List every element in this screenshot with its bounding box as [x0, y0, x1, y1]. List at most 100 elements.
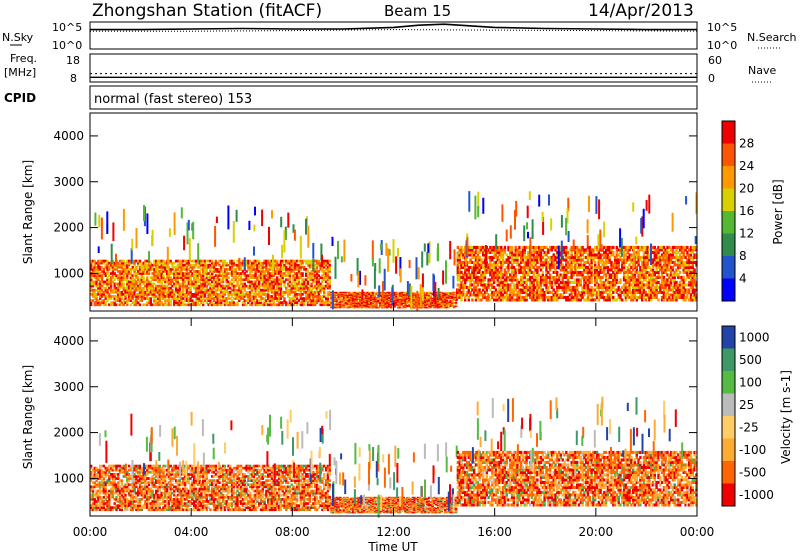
heatmap-cell: [353, 306, 357, 308]
heatmap-cell: [447, 294, 451, 296]
heatmap-cell: [426, 304, 429, 306]
heatmap-cell: [586, 285, 590, 289]
heatmap-cell: [478, 248, 481, 252]
heatmap-cell: [164, 278, 167, 282]
heatmap-cell: [196, 290, 199, 294]
heatmap-cell: [164, 288, 167, 292]
heatmap-cell: [178, 263, 181, 267]
heatmap-cell: [503, 270, 507, 274]
heatmap-cell: [315, 295, 319, 298]
heatmap-cell: [559, 263, 563, 267]
heatmap-cell: [514, 268, 517, 272]
heatmap-cell: [482, 288, 485, 292]
heatmap-cell: [492, 293, 496, 297]
heatmap-cell: [521, 288, 525, 292]
heatmap-cell: [308, 259, 311, 263]
heatmap-cell: [133, 282, 136, 286]
heatmap-cell: [565, 280, 568, 284]
heatmap-cell: [612, 250, 615, 254]
heatmap-cell: [364, 302, 367, 304]
heatmap-cell: [440, 301, 443, 303]
heatmap-cell: [595, 265, 599, 269]
heatmap-cell: [202, 272, 205, 275]
heatmap-cell: [576, 293, 579, 297]
heatmap-cell: [265, 261, 268, 265]
heatmap-cell: [492, 278, 496, 282]
heatmap-cell: [129, 268, 133, 271]
heatmap-cell: [595, 273, 599, 277]
heatmap-cell: [393, 293, 396, 296]
heatmap-cell: [427, 298, 431, 300]
heatmap-cell: [249, 303, 252, 307]
heatmap-cell: [118, 293, 122, 296]
heatmap-cell: [603, 268, 606, 272]
heatmap-cell: [368, 302, 371, 304]
heatmap-cell: [554, 268, 557, 272]
heatmap-cell: [307, 225, 310, 248]
heatmap-cell: [576, 245, 579, 249]
heatmap-cell: [462, 255, 465, 259]
heatmap-cell: [191, 303, 194, 307]
heatmap-cell: [230, 259, 234, 263]
heatmap-cell: [202, 295, 205, 298]
heatmap-cell: [422, 300, 425, 302]
heatmap-cell: [362, 292, 366, 294]
heatmap-cell: [449, 302, 452, 304]
heatmap-cell: [574, 270, 577, 274]
heatmap-cell: [288, 288, 292, 292]
heatmap-cell: [453, 302, 456, 304]
heatmap-cell: [346, 295, 349, 297]
heatmap-cell: [529, 283, 532, 287]
heatmap-cell: [109, 297, 113, 300]
heatmap-cell: [185, 284, 189, 288]
heatmap-cell: [214, 259, 218, 263]
heatmap-cell: [283, 293, 286, 296]
heatmap-cell: [371, 304, 375, 307]
heatmap-cell: [543, 250, 546, 254]
heatmap-cell: [507, 285, 510, 289]
heatmap-cell: [606, 253, 610, 257]
heatmap-cell: [608, 283, 611, 287]
heatmap-cell: [189, 293, 192, 296]
heatmap-cell: [308, 303, 311, 307]
heatmap-cell: [321, 303, 324, 307]
heatmap-cell: [467, 290, 470, 294]
heatmap-cell: [402, 301, 405, 303]
heatmap-cell: [118, 297, 122, 300]
heatmap-cell: [366, 305, 369, 307]
heatmap-cell: [565, 295, 568, 299]
heatmap-cell: [250, 274, 254, 277]
heatmap-cell: [227, 290, 230, 294]
heatmap-cell: [520, 258, 523, 262]
heatmap-cell: [436, 299, 440, 302]
heatmap-cell: [191, 272, 194, 275]
heatmap-cell: [155, 270, 158, 273]
heatmap-cell: [93, 274, 96, 277]
heatmap-cell: [149, 276, 152, 279]
heatmap-cell: [335, 297, 339, 299]
heatmap-cell: [440, 295, 443, 297]
heatmap-cell: [357, 293, 360, 296]
heatmap-cell: [200, 295, 203, 298]
heatmap-cell: [131, 278, 134, 282]
heatmap-cell: [353, 298, 357, 300]
heatmap-cell: [218, 288, 221, 292]
heatmap-cell: [566, 255, 570, 259]
heatmap-cell: [404, 295, 407, 297]
heatmap-cell: [375, 302, 378, 304]
heatmap-cell: [310, 278, 313, 282]
heatmap-cell: [229, 286, 232, 290]
heatmap-cell: [120, 278, 124, 282]
heatmap-cell: [211, 263, 214, 267]
heatmap-cell: [599, 268, 602, 272]
heatmap-cell: [445, 303, 449, 305]
heatmap-cell: [97, 276, 100, 279]
heatmap-cell: [155, 263, 158, 267]
heatmap-cell: [592, 273, 595, 277]
heatmap-cell: [211, 270, 214, 273]
heatmap-cell: [160, 293, 163, 296]
heatmap-cell: [590, 255, 593, 259]
heatmap-cell: [196, 284, 199, 288]
heatmap-cell: [205, 276, 208, 279]
heatmap-cell: [164, 265, 167, 269]
